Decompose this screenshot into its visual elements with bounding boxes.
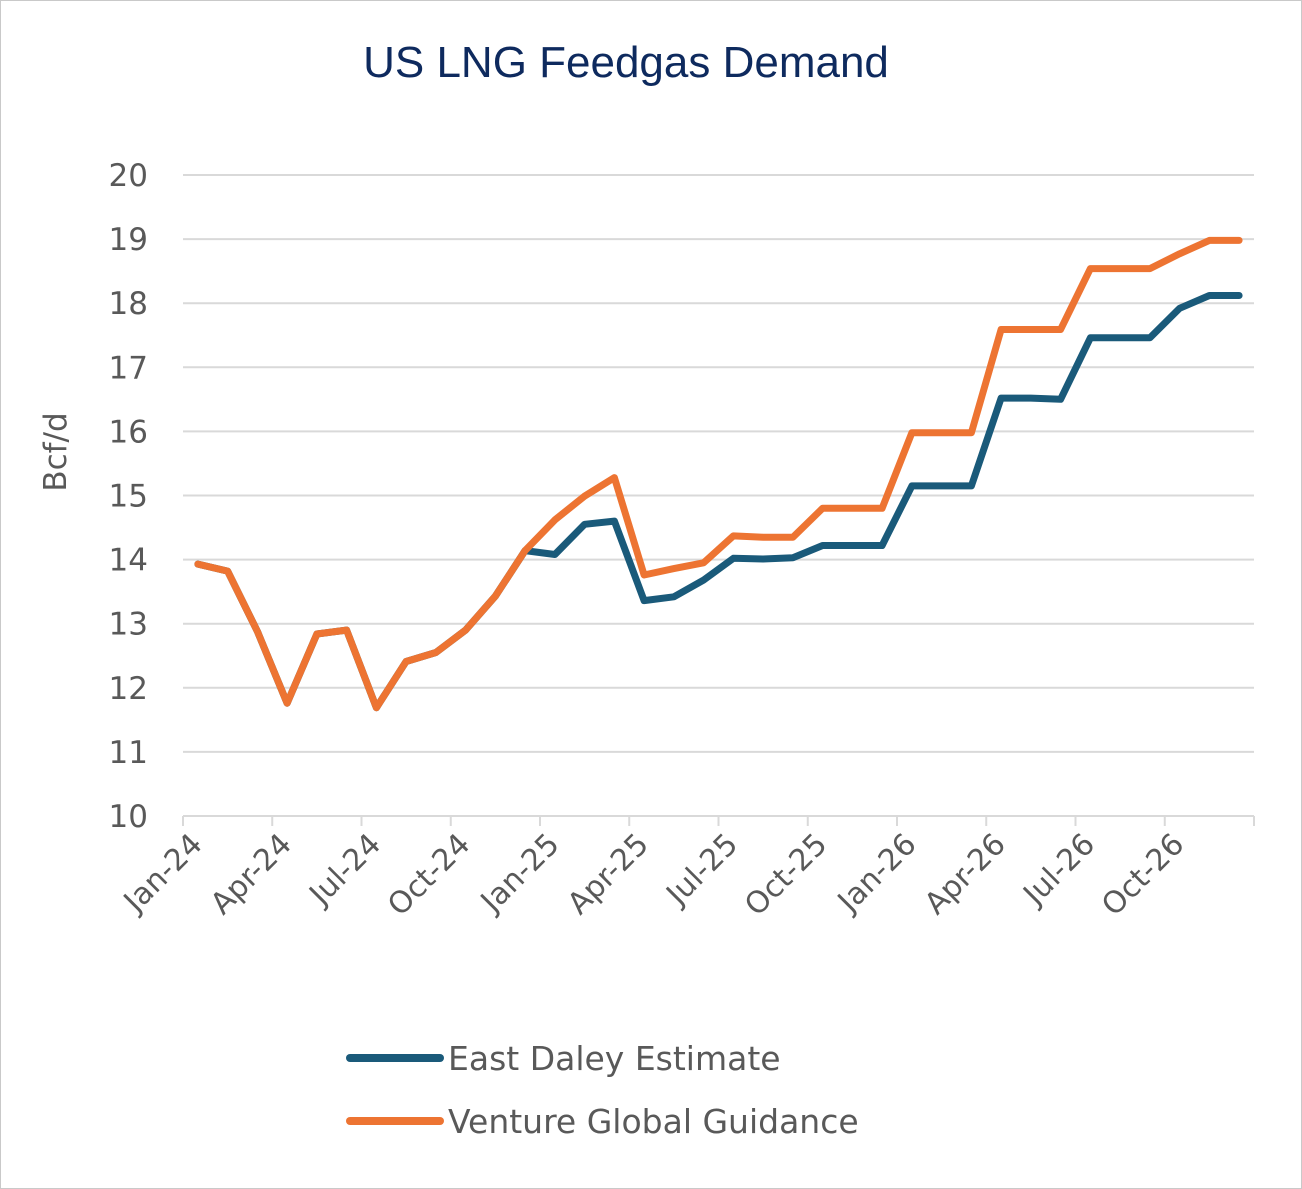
y-tick-label: 18	[109, 286, 148, 322]
gridlines	[183, 174, 1254, 753]
chart-title: US LNG Feedgas Demand	[363, 38, 889, 87]
y-tick-label: 11	[109, 735, 148, 771]
y-tick-label: 13	[109, 607, 148, 643]
y-tick-label: 10	[109, 799, 148, 835]
x-tick-label: Oct-26	[1095, 827, 1191, 923]
x-tick-label: Jul-26	[1016, 827, 1102, 913]
y-tick-label: 15	[109, 479, 148, 515]
y-tick-label: 16	[109, 414, 148, 450]
y-axis-label: Bcf/d	[38, 412, 74, 491]
y-tick-label: 12	[109, 671, 148, 707]
x-axis	[182, 815, 1255, 826]
y-tick-label: 20	[109, 158, 148, 194]
x-tick-label: Jul-25	[659, 827, 745, 913]
x-tick-label: Oct-24	[381, 827, 477, 923]
y-tick-label: 19	[109, 222, 148, 258]
x-tick-label: Jul-24	[302, 827, 388, 913]
x-tick-label: Oct-25	[738, 827, 834, 923]
legend-label: East Daley Estimate	[448, 1039, 781, 1078]
y-tick-label: 14	[109, 543, 148, 579]
y-tick-label: 17	[109, 350, 148, 386]
x-tick-label: Jan-26	[830, 827, 924, 921]
x-tick-label: Jan-25	[473, 827, 567, 921]
x-tick-label: Apr-26	[918, 827, 1013, 922]
series-line-venture-global-guidance	[194, 236, 1243, 712]
x-tick-label: Jan-24	[116, 827, 210, 921]
x-tick-label: Apr-24	[204, 827, 299, 922]
y-tick-labels: 10 11 12 13 14 15 16 17 18 19 20	[109, 158, 148, 835]
series-lines	[194, 236, 1243, 712]
legend: East Daley Estimate Venture Global Guidan…	[346, 1039, 859, 1141]
x-tick-label: Apr-25	[561, 827, 656, 922]
legend-label: Venture Global Guidance	[448, 1102, 859, 1141]
